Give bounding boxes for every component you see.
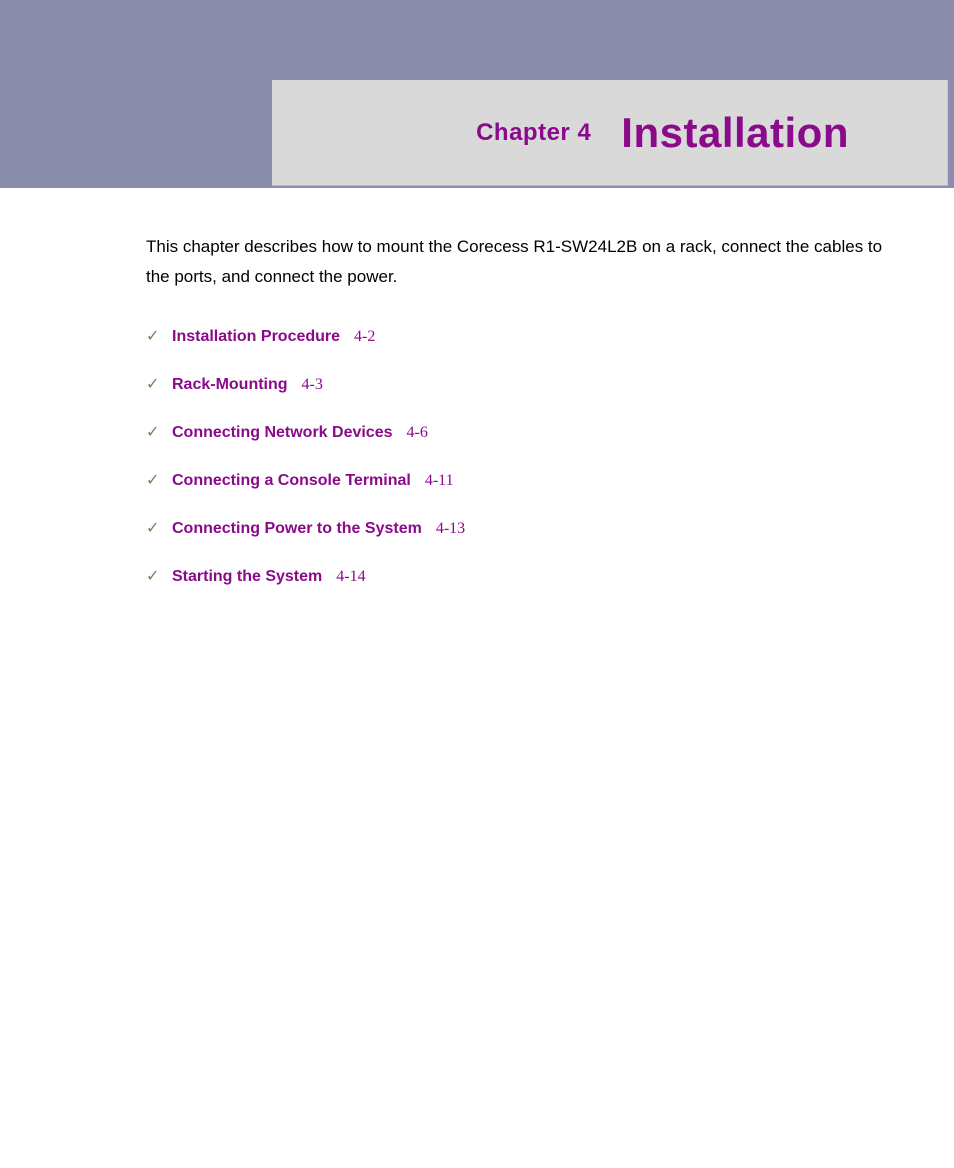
header-band: Chapter 4 Installation (0, 0, 954, 188)
toc-item-page: 4-13 (436, 520, 465, 538)
check-icon: ✓ (146, 374, 172, 394)
check-icon: ✓ (146, 422, 172, 442)
toc-item-page: 4-6 (407, 424, 428, 442)
toc-item-label: Rack-Mounting (172, 376, 288, 394)
toc-item-page: 4-14 (336, 568, 365, 586)
chapter-title: Installation (621, 109, 849, 157)
check-icon: ✓ (146, 470, 172, 490)
toc-item-label: Starting the System (172, 568, 322, 586)
chapter-label: Chapter 4 (476, 119, 591, 147)
toc-item-page: 4-2 (354, 328, 375, 346)
toc-item: ✓ Connecting Network Devices 4-6 (146, 422, 890, 442)
toc-item: ✓ Connecting Power to the System 4-13 (146, 518, 890, 538)
toc-item-label: Connecting Network Devices (172, 424, 393, 442)
toc-item-label: Installation Procedure (172, 328, 340, 346)
chapter-title-box: Chapter 4 Installation (272, 80, 948, 186)
toc-item: ✓ Starting the System 4-14 (146, 566, 890, 586)
toc-item: ✓ Connecting a Console Terminal 4-11 (146, 470, 890, 490)
toc-list: ✓ Installation Procedure 4-2 ✓ Rack-Moun… (146, 326, 890, 586)
toc-item-label: Connecting Power to the System (172, 520, 422, 538)
check-icon: ✓ (146, 518, 172, 538)
check-icon: ✓ (146, 326, 172, 346)
check-icon: ✓ (146, 566, 172, 586)
toc-item-page: 4-11 (425, 472, 454, 490)
toc-item: ✓ Installation Procedure 4-2 (146, 326, 890, 346)
toc-item-label: Connecting a Console Terminal (172, 472, 411, 490)
intro-paragraph: This chapter describes how to mount the … (146, 232, 890, 292)
content-area: This chapter describes how to mount the … (146, 232, 890, 586)
toc-item-page: 4-3 (302, 376, 323, 394)
toc-item: ✓ Rack-Mounting 4-3 (146, 374, 890, 394)
